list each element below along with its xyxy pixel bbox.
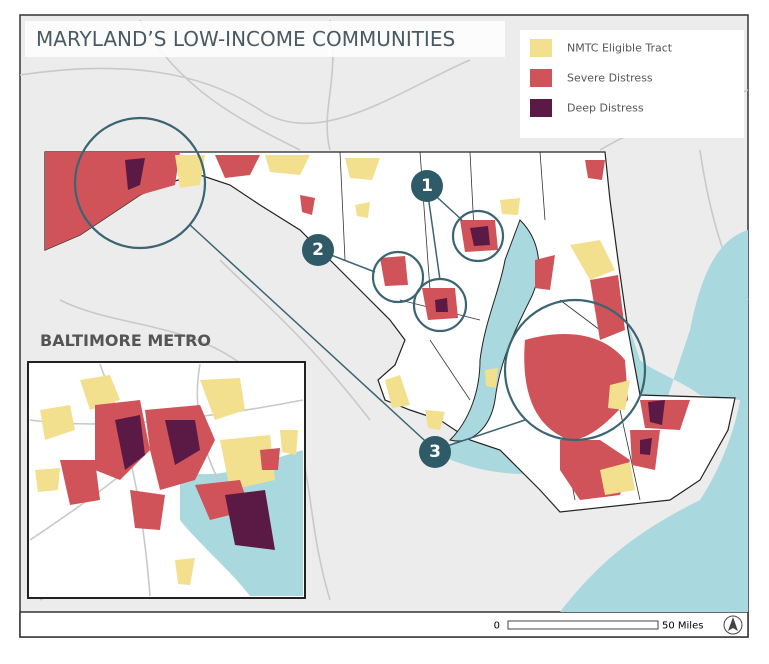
callouts: 1 2 3 (73, 116, 647, 468)
scale-bar: 0 50 Miles (494, 615, 743, 635)
focus-ring (73, 116, 207, 250)
legend: NMTC Eligible Tract Severe Distress Deep D… (520, 30, 744, 138)
legend-swatch (530, 69, 552, 87)
north-arrow-needle (728, 617, 738, 631)
focus-ring (451, 209, 505, 263)
bay (449, 219, 540, 442)
scale-bar-rect (507, 620, 659, 630)
title-box (25, 21, 505, 57)
tracts (45, 152, 690, 500)
callout-badge (411, 170, 443, 202)
legend-label: Severe Distress (567, 72, 653, 85)
legend-swatch (530, 99, 552, 117)
inset-title: BALTIMORE METRO (40, 331, 211, 350)
scale-start: 0 (494, 621, 500, 632)
inset-map (27, 361, 306, 599)
scale-end: 50 Miles (662, 621, 703, 632)
focus-ring (371, 250, 425, 304)
callout-badge (419, 436, 451, 468)
callout-number: 2 (312, 240, 324, 260)
legend-box (520, 30, 744, 138)
map-title: MARYLAND’S LOW-INCOME COMMUNITIES (36, 27, 455, 51)
legend-label: NMTC Eligible Tract (567, 42, 673, 55)
callout-number: 1 (421, 176, 433, 196)
legend-swatch (530, 39, 552, 57)
callout-badge (302, 234, 334, 266)
callout-number: 3 (429, 442, 441, 462)
legend-label: Deep Distress (567, 102, 644, 115)
focus-ring (503, 298, 647, 442)
